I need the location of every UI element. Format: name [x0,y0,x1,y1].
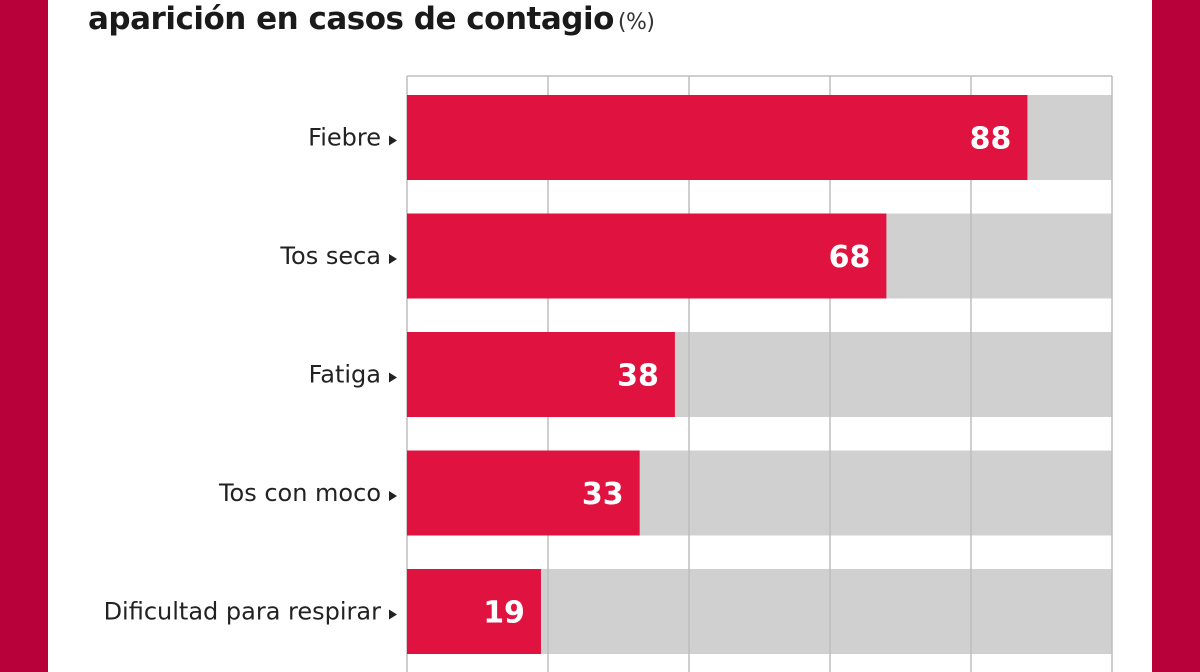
triangle-marker-icon [389,135,397,146]
value-label: 68 [829,240,871,275]
bar-chart: Fiebre 88 Tos seca 68 Fatiga 38 Tos con moco 33… [104,75,1113,672]
chart-unit: (%) [617,10,655,35]
value-label: 38 [617,359,659,394]
chart-title-text: aparición en casos de contagio [88,1,614,37]
bar [407,332,675,417]
value-label: 19 [483,596,525,631]
bar [407,95,1028,180]
triangle-marker-icon [389,372,397,383]
chart-title: aparición en casos de contagio (%) [88,0,655,42]
triangle-marker-icon [389,491,397,501]
triangle-marker-icon [389,254,397,264]
value-label: 88 [970,122,1012,157]
category-label: Fatiga [309,361,381,389]
bar [407,569,541,654]
value-label: 33 [582,477,624,512]
chart-panel: aparición en casos de contagio (%) Fiebre… [48,0,1152,672]
category-label: Dificultad para respirar [104,598,382,626]
triangle-marker-icon [389,609,397,620]
category-label: Fiebre [308,124,381,152]
category-label: Tos seca [279,242,381,270]
bar [407,213,887,299]
bar [407,450,640,536]
category-label: Tos con moco [218,479,381,507]
